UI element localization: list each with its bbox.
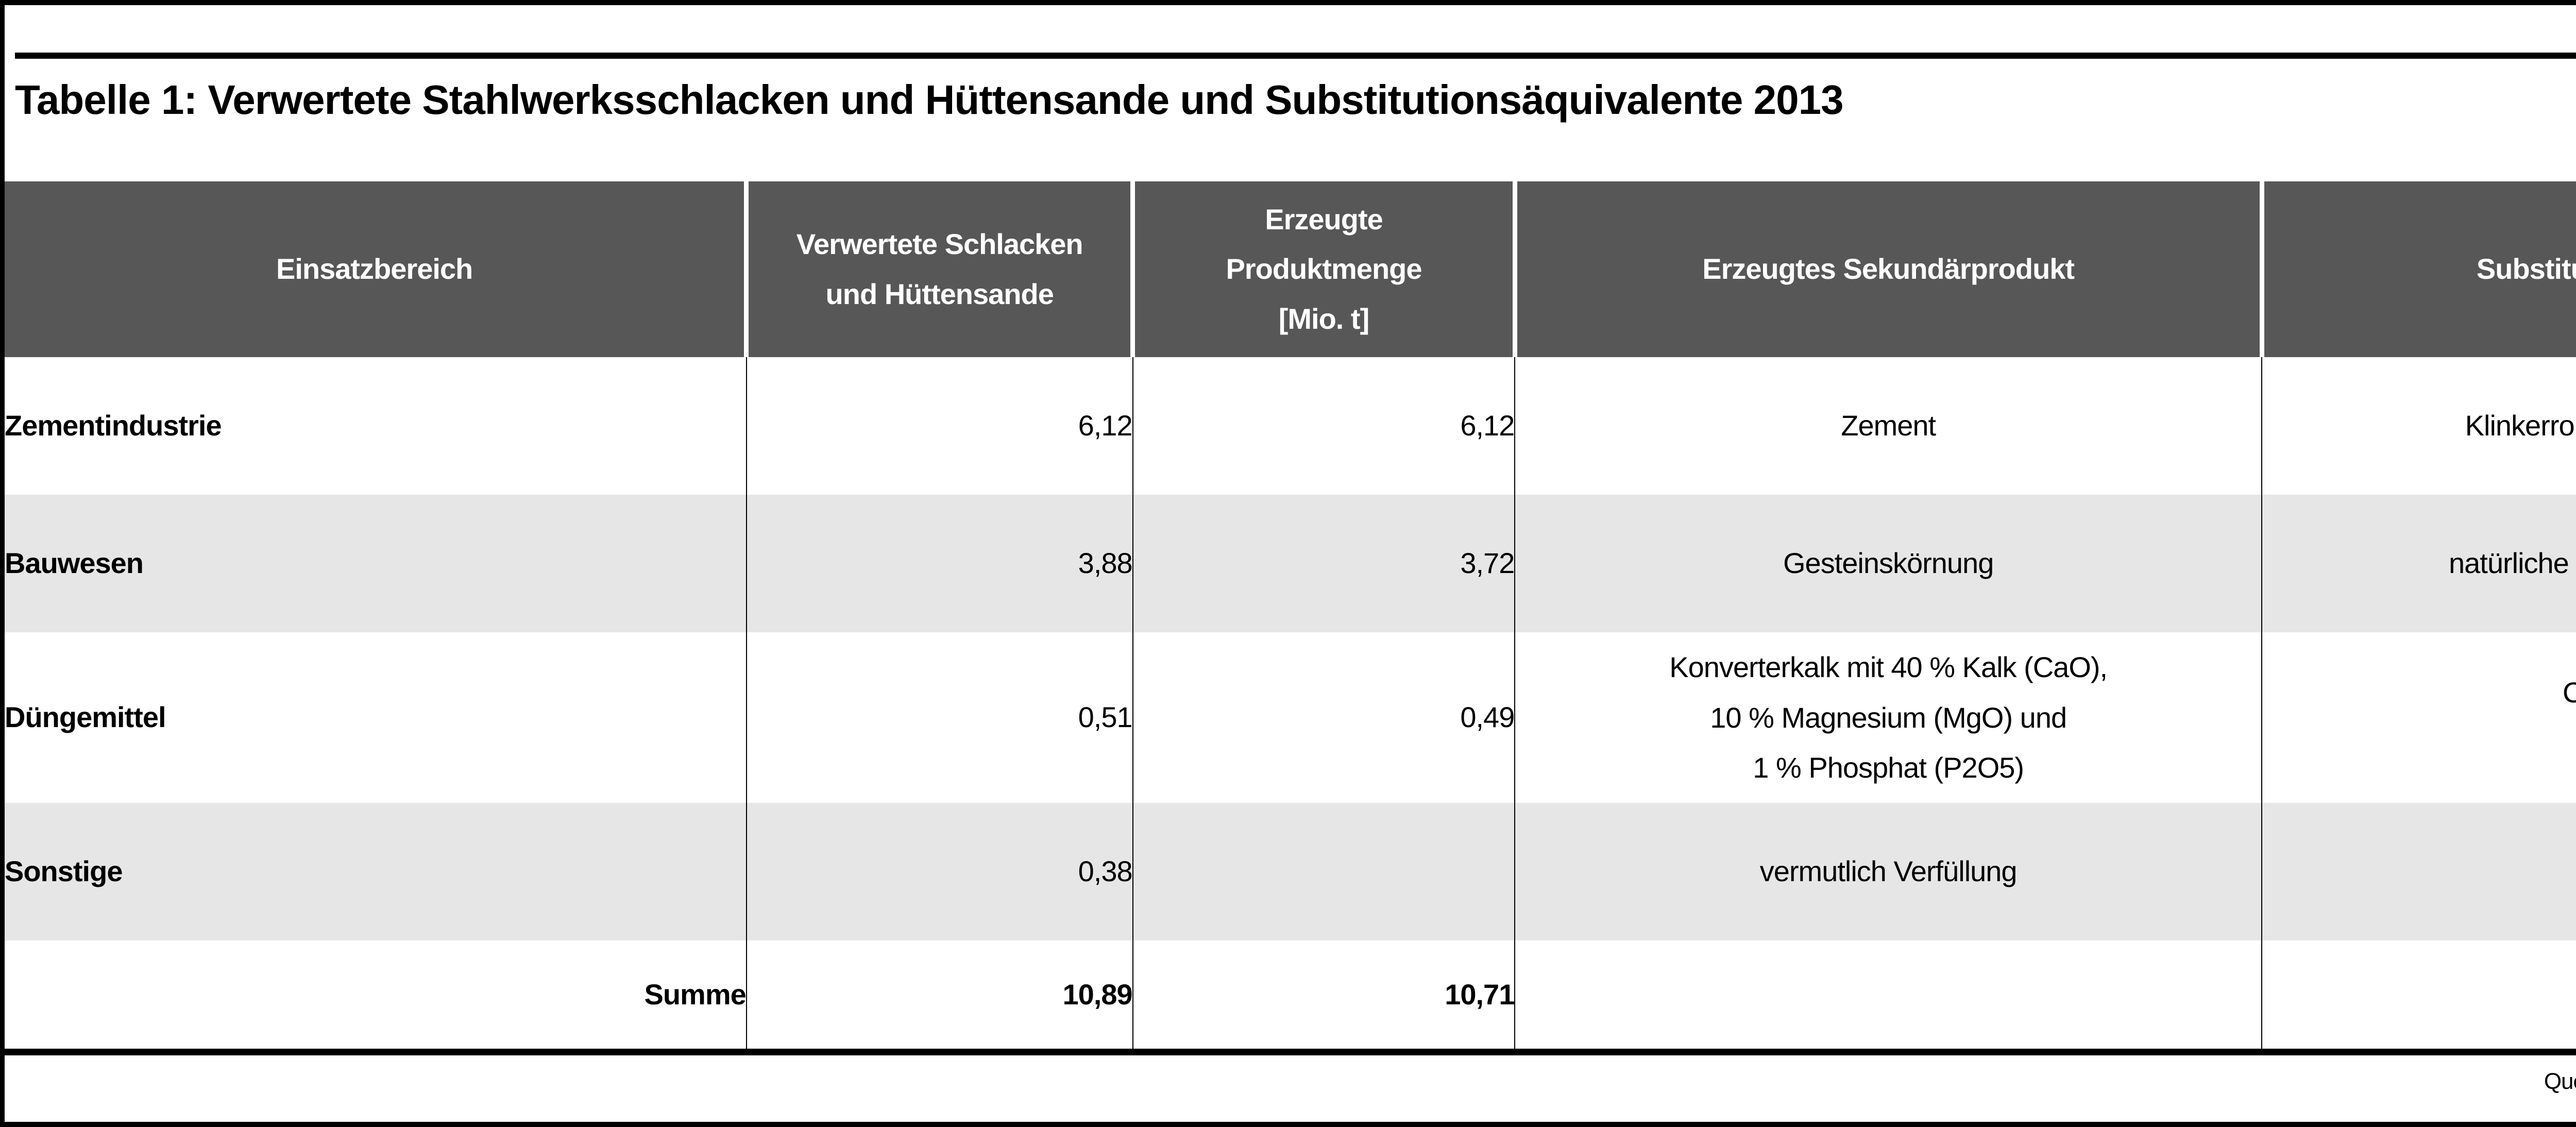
cell-summe-erzeugte: 10,71 xyxy=(1132,940,1515,1049)
cell-erzeugte: 6,12 xyxy=(1132,357,1515,495)
table-row-summe: Summe 10,89 10,71 xyxy=(5,940,2576,1049)
table-header-row: Einsatzbereich Verwertete Schlacken und … xyxy=(5,181,2576,357)
source-attribution: Quelle: Umweltbundesamt, FKZ 3714 93 316… xyxy=(2544,1069,2576,1094)
table-bottom-rule xyxy=(5,1049,2576,1055)
cell-sekundaerprodukt: Gesteinskörnung xyxy=(1514,495,2262,632)
cell-sekundaerprodukt: vermutlich Verfüllung xyxy=(1514,803,2262,940)
table-row-sonstige: Sonstige 0,38 vermutlich Verfüllung xyxy=(5,803,2576,940)
column-header-sekundaerprodukt: Erzeugtes Sekundärprodukt xyxy=(1512,181,2262,357)
cell-summe-sekundaerprodukt xyxy=(1514,940,2262,1049)
cell-sekundaerprodukt: Konverterkalk mit 40 % Kalk (CaO), 10 % … xyxy=(1514,632,2262,803)
table-row-zementindustrie: Zementindustrie 6,12 6,12 Zement Klinker… xyxy=(5,357,2576,495)
cell-erzeugte: 3,72 xyxy=(1132,495,1515,632)
column-header-erzeugte-produktmenge: Erzeugte Produktmenge [Mio. t] xyxy=(1130,181,1515,357)
cell-verwertete: 6,12 xyxy=(745,357,1133,495)
cell-einsatzbereich: Bauwesen xyxy=(5,547,144,580)
table-row-bauwesen: Bauwesen 3,88 3,72 Gesteinskörnung natür… xyxy=(5,495,2576,632)
column-header-substitutionsaequivalent: Substitutionsäquivalent xyxy=(2259,181,2576,357)
cell-sekundaerprodukt: Zement xyxy=(1514,357,2262,495)
cell-einsatzbereich: Zementindustrie xyxy=(5,409,222,442)
cell-verwertete: 0,51 xyxy=(745,632,1133,803)
column-header-verwertete-schlacken: Verwertete Schlacken und Hüttensande xyxy=(744,181,1133,357)
page-title: Tabelle 1: Verwertete Stahlwerksschlacke… xyxy=(15,77,1844,123)
table-row-duengemittel: Düngemittel 0,51 0,49 Konverterkalk mit … xyxy=(5,632,2576,803)
cell-summe-substitution xyxy=(2261,940,2576,1049)
cell-einsatzbereich: Düngemittel xyxy=(5,701,166,734)
cell-summe-verwertete: 10,89 xyxy=(745,940,1133,1049)
title-top-rule xyxy=(15,53,2576,59)
cell-einsatzbereich: Sonstige xyxy=(5,855,123,888)
cell-substitution: Klinkerrohstoffe, Steinkohle xyxy=(2261,357,2576,495)
data-table: Einsatzbereich Verwertete Schlacken und … xyxy=(5,181,2576,1049)
cell-substitution: CaO, MgO, P2O5 xyxy=(2261,632,2576,803)
cell-erzeugte xyxy=(1132,803,1515,940)
column-header-einsatzbereich: Einsatzbereich xyxy=(5,181,747,357)
cell-erzeugte: 0,49 xyxy=(1132,632,1515,803)
cell-substitution: natürliche Gesteinskörnungen xyxy=(2261,495,2576,632)
cell-verwertete: 0,38 xyxy=(745,803,1133,940)
cell-verwertete: 3,88 xyxy=(745,495,1133,632)
cell-summe-label: Summe xyxy=(644,978,746,1011)
cell-substitution xyxy=(2261,803,2576,940)
